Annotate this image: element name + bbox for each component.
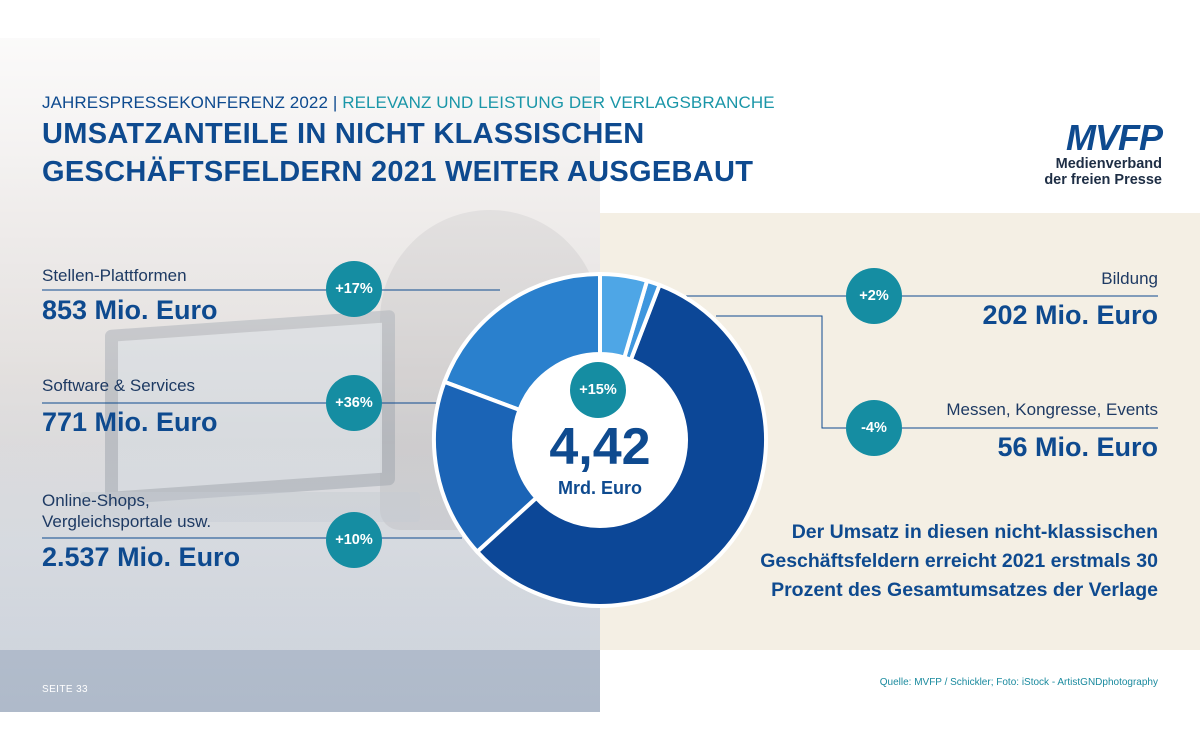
change-badge-software: +36% (326, 375, 382, 431)
value-online-shops: 2.537 Mio. Euro (42, 542, 241, 572)
label-stellen-plattformen: Stellen-Plattformen (42, 266, 187, 285)
source-credit: Quelle: MVFP / Schickler; Foto: iStock -… (879, 677, 1158, 688)
page-title-line-2: GESCHÄFTSFELDERN 2021 WEITER AUSGEBAUT (42, 156, 754, 188)
logo-mark: MVFP (1065, 117, 1163, 158)
value-software-services: 771 Mio. Euro (42, 407, 218, 437)
total-unit: Mrd. Euro (558, 478, 642, 498)
summary-note: Der Umsatz in diesen nicht-klassischen G… (760, 521, 1158, 601)
label-software-services: Software & Services (42, 376, 196, 395)
change-badge-bildung: +2% (846, 268, 902, 324)
logo-line-1: Medienverband (1055, 156, 1162, 172)
change-badge-online: +10% (326, 512, 382, 568)
connector-messen (716, 315, 1158, 429)
change-badge-stellen: +17% (326, 261, 382, 317)
page-title-line-1: UMSATZANTEILE IN NICHT KLASSISCHEN (42, 118, 645, 150)
change-badge-total: +15% (570, 362, 626, 418)
label-online-shops-line-2: Vergleichsportale usw. (42, 512, 212, 531)
donut-hole (514, 354, 686, 526)
label-bildung: Bildung (1101, 269, 1158, 288)
value-messen-kongresse-events: 56 Mio. Euro (997, 432, 1158, 462)
logo-line-2: der freien Presse (1044, 172, 1162, 188)
photo-bottom-band (0, 650, 600, 712)
kicker-event: JAHRESPRESSEKONFERENZ 2022 | (42, 93, 343, 112)
page-number: SEITE 33 (42, 684, 88, 695)
footer-panel (600, 650, 1200, 712)
value-stellen-plattformen: 853 Mio. Euro (42, 295, 218, 325)
total-value: 4,42 (549, 418, 651, 476)
kicker-topic: RELEVANZ UND LEISTUNG DER VERLAGSBRANCHE (342, 93, 775, 112)
change-badge-messen: -4% (846, 400, 902, 456)
mvfp-logo: MVFP Medienverband der freien Presse (1040, 117, 1163, 189)
label-online-shops-line-1: Online-Shops, (42, 491, 150, 510)
value-bildung: 202 Mio. Euro (982, 300, 1158, 330)
label-messen-kongresse-events: Messen, Kongresse, Events (946, 400, 1158, 419)
kicker: JAHRESPRESSEKONFERENZ 2022 | RELEVANZ UN… (42, 93, 775, 113)
connector-lines (42, 289, 1158, 539)
donut-slices (432, 271, 768, 608)
